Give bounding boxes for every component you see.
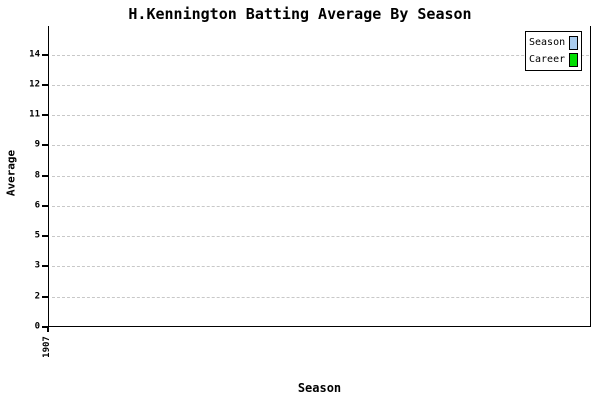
y-tick-mark	[42, 235, 49, 237]
y-tick-label: 11	[29, 109, 40, 120]
gridline	[52, 115, 589, 116]
career-series-swatch-icon	[569, 52, 578, 67]
season-series-swatch-icon	[569, 35, 578, 50]
y-tick-label: 9	[34, 139, 40, 150]
y-tick-label: 5	[34, 230, 40, 241]
plot-area	[48, 26, 591, 327]
legend: Season Career	[525, 31, 582, 71]
legend-label: Season	[529, 36, 566, 48]
gridline	[52, 176, 589, 177]
y-tick-mark	[42, 326, 49, 328]
gridline	[52, 145, 589, 146]
y-tick-mark	[42, 205, 49, 207]
y-tick-mark	[42, 265, 49, 267]
x-tick-mark	[47, 327, 49, 332]
legend-item-season: Season	[529, 34, 578, 51]
y-tick-label: 2	[34, 291, 40, 302]
x-axis-title: Season	[297, 381, 342, 395]
y-tick-label: 0	[34, 321, 40, 332]
gridline	[52, 297, 589, 298]
y-tick-label: 6	[34, 200, 40, 211]
y-tick-mark	[42, 175, 49, 177]
y-tick-label: 8	[34, 170, 40, 181]
y-tick-mark	[42, 84, 49, 86]
y-tick-mark	[42, 54, 49, 56]
y-tick-label: 3	[34, 260, 40, 271]
y-tick-label: 14	[29, 49, 40, 60]
gridline	[52, 236, 589, 237]
y-tick-mark	[42, 114, 49, 116]
y-axis-tick-labels: 14 12 11 9 8 6 5 3 2 0	[0, 0, 41, 400]
gridline	[52, 266, 589, 267]
y-tick-mark	[42, 296, 49, 298]
gridline	[52, 206, 589, 207]
gridline	[52, 85, 589, 86]
y-tick-label: 12	[29, 79, 40, 90]
legend-label: Career	[529, 53, 566, 65]
x-tick-label: 1907	[42, 336, 52, 358]
gridline	[52, 55, 589, 56]
y-tick-mark	[42, 144, 49, 146]
chart-title: H.Kennington Batting Average By Season	[128, 5, 472, 23]
legend-item-career: Career	[529, 51, 578, 68]
